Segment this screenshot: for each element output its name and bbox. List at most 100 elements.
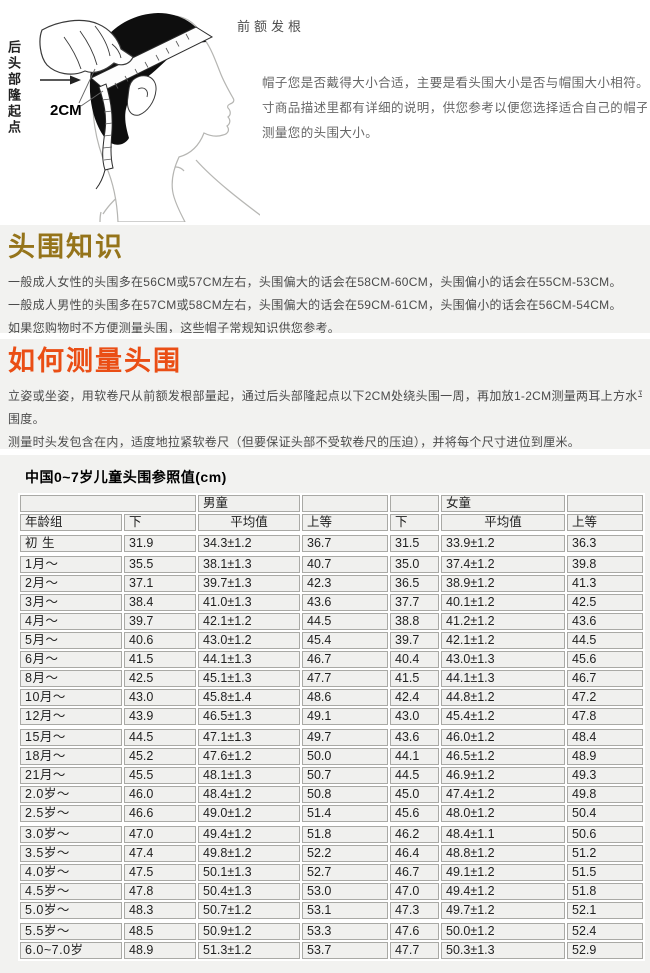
value-cell: 49.7±1.2 [441, 902, 565, 919]
value-cell: 36.3 [567, 535, 643, 552]
age-group-cell: 4.5岁～ [20, 883, 122, 900]
column-header: 平均值 [198, 514, 300, 531]
value-cell: 31.9 [124, 535, 196, 552]
value-cell: 43.9 [124, 708, 196, 725]
value-cell: 31.5 [390, 535, 439, 552]
value-cell: 46.7 [567, 670, 643, 687]
value-cell: 47.4 [124, 845, 196, 862]
value-cell: 44.5 [567, 632, 643, 649]
value-cell: 46.2 [390, 826, 439, 843]
boys-group-header: 男童 [198, 495, 300, 512]
front-hairline-label: 前额发根 [237, 19, 306, 34]
table-row: 3月～ 38.4 41.0±1.3 43.6 37.7 40.1±1.2 42.5 [20, 594, 643, 611]
value-cell: 40.6 [124, 632, 196, 649]
value-cell: 44.8±1.2 [441, 689, 565, 706]
value-cell: 38.9±1.2 [441, 575, 565, 592]
value-cell: 41.3 [567, 575, 643, 592]
column-header: 年龄组 [20, 514, 122, 531]
value-cell: 47.8 [567, 708, 643, 725]
value-cell: 38.1±1.3 [198, 556, 300, 573]
value-cell: 53.1 [302, 902, 388, 919]
value-cell: 43.6 [390, 729, 439, 746]
table-row: 2.5岁～ 46.6 49.0±1.2 51.4 45.6 48.0±1.2 50.4 [20, 805, 643, 822]
knowledge-line: 如果您购物时不方便测量头围，这些帽子常规知识供您参考。 [8, 321, 341, 333]
value-cell: 45.1±1.3 [198, 670, 300, 687]
age-group-cell: 21月～ [20, 767, 122, 784]
value-cell: 46.5±1.2 [441, 748, 565, 765]
ear [127, 75, 157, 116]
value-cell: 44.5 [124, 729, 196, 746]
size-table: 男童 女童 年龄组 下 平均值 上等 下 平均值 上等 初 生 31.9 34.3±… [0, 493, 650, 961]
value-cell: 45.5 [124, 767, 196, 784]
value-cell: 50.7 [302, 767, 388, 784]
value-cell: 43.0±1.3 [441, 651, 565, 668]
size-table-header: 男童 女童 年龄组 下 平均值 上等 下 平均值 上等 [18, 493, 645, 533]
table-row: 18月～ 45.2 47.6±1.2 50.0 44.1 46.5±1.2 48.9 [20, 748, 643, 765]
age-group-cell: 1月～ [20, 556, 122, 573]
value-cell: 45.2 [124, 748, 196, 765]
value-cell: 47.7 [390, 942, 439, 959]
value-cell: 53.3 [302, 923, 388, 940]
empty-header-cell [390, 495, 439, 512]
value-cell: 39.8 [567, 556, 643, 573]
value-cell: 50.0 [302, 748, 388, 765]
value-cell: 42.3 [302, 575, 388, 592]
value-cell: 50.0±1.2 [441, 923, 565, 940]
table-row: 1月～ 35.5 38.1±1.3 40.7 35.0 37.4±1.2 39.8 [20, 556, 643, 573]
tape-offset-label: 2CM [50, 102, 82, 119]
value-cell: 50.4±1.3 [198, 883, 300, 900]
value-cell: 45.8±1.4 [198, 689, 300, 706]
value-cell: 42.1±1.2 [441, 632, 565, 649]
knowledge-line: 一般成人男性的头围多在57CM或58CM左右，头围偏大的话会在59CM-61CM… [8, 298, 622, 312]
size-table-group: 5.5岁～ 48.5 50.9±1.2 53.3 47.6 50.0±1.2 52.4 6.0… [18, 921, 645, 961]
age-group-cell: 5.0岁～ [20, 902, 122, 919]
value-cell: 47.0 [124, 826, 196, 843]
value-cell: 35.5 [124, 556, 196, 573]
value-cell: 52.1 [567, 902, 643, 919]
value-cell: 44.5 [390, 767, 439, 784]
table-row: 21月～ 45.5 48.1±1.3 50.7 44.5 46.9±1.2 49.3 [20, 767, 643, 784]
value-cell: 52.9 [567, 942, 643, 959]
value-cell: 35.0 [390, 556, 439, 573]
value-cell: 47.1±1.3 [198, 729, 300, 746]
value-cell: 52.4 [567, 923, 643, 940]
value-cell: 51.3±1.2 [198, 942, 300, 959]
value-cell: 47.8 [124, 883, 196, 900]
value-cell: 50.4 [567, 805, 643, 822]
value-cell: 46.5±1.3 [198, 708, 300, 725]
value-cell: 47.2 [567, 689, 643, 706]
age-group-cell: 3.0岁～ [20, 826, 122, 843]
table-row: 6月～ 41.5 44.1±1.3 46.7 40.4 43.0±1.3 45.6 [20, 651, 643, 668]
table-column-header-row: 年龄组 下 平均值 上等 下 平均值 上等 [20, 514, 643, 531]
table-row: 15月～ 44.5 47.1±1.3 49.7 43.6 46.0±1.2 48.4 [20, 729, 643, 746]
value-cell: 49.7 [302, 729, 388, 746]
intro-line: 帽子您是否戴得大小合适，主要是看头围大小是否与帽围大小相符。帽子相关尺 [262, 76, 647, 90]
pointer-lines [78, 68, 104, 107]
value-cell: 45.6 [567, 651, 643, 668]
table-row: 4月～ 39.7 42.1±1.2 44.5 38.8 41.2±1.2 43.6 [20, 613, 643, 630]
value-cell: 47.5 [124, 864, 196, 881]
value-cell: 42.5 [124, 670, 196, 687]
value-cell: 43.0±1.2 [198, 632, 300, 649]
table-row: 8月～ 42.5 45.1±1.3 47.7 41.5 44.1±1.3 46.7 [20, 670, 643, 687]
value-cell: 50.6 [567, 826, 643, 843]
value-cell: 51.8 [567, 883, 643, 900]
value-cell: 48.4 [567, 729, 643, 746]
value-cell: 47.3 [390, 902, 439, 919]
head-measure-illustration [39, 13, 260, 222]
age-group-cell: 2.5岁～ [20, 805, 122, 822]
value-cell: 50.9±1.2 [198, 923, 300, 940]
measure-line: 围度。 [8, 412, 45, 426]
arrow-icon [40, 75, 81, 85]
table-row: 4.5岁～ 47.8 50.4±1.3 53.0 47.0 49.4±1.2 51.8 [20, 883, 643, 900]
age-group-cell: 6月～ [20, 651, 122, 668]
tape-strip [95, 83, 114, 190]
value-cell: 48.6 [302, 689, 388, 706]
value-cell: 45.0 [390, 786, 439, 803]
value-cell: 47.4±1.2 [441, 786, 565, 803]
value-cell: 40.4 [390, 651, 439, 668]
age-group-cell: 5月～ [20, 632, 122, 649]
value-cell: 46.9±1.2 [441, 767, 565, 784]
value-cell: 43.6 [302, 594, 388, 611]
hand [39, 19, 134, 75]
